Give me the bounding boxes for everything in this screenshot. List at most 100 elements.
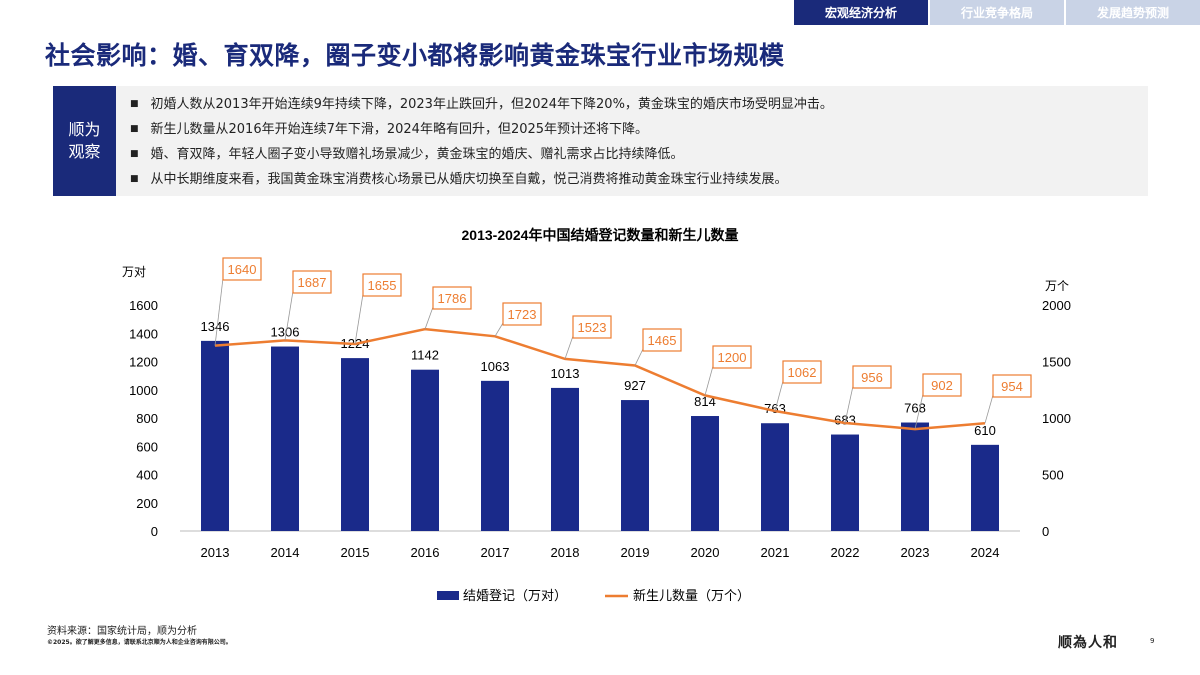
bullet: 新生儿数量从2016年开始连续7年下滑，2024年略有回升，但2025年预计还将… — [130, 117, 833, 142]
line-label: 1687 — [298, 275, 327, 290]
line-label-box — [922, 373, 962, 397]
line-label-box — [292, 270, 332, 294]
line-label: 954 — [1001, 379, 1023, 394]
chart-title: 2013-2024年中国结婚登记数量和新生儿数量 — [462, 227, 739, 243]
leader-line — [984, 394, 994, 424]
y-right-tick: 2000 — [1042, 298, 1071, 313]
tab-competition[interactable]: 行业竞争格局 — [930, 0, 1064, 25]
tab-macro[interactable]: 宏观经济分析 — [794, 0, 928, 25]
line-label-box — [852, 365, 892, 389]
x-tick: 2013 — [201, 545, 230, 560]
bullet: 初婚人数从2013年开始连续9年持续下降，2023年止跌回升，但2024年下降2… — [130, 92, 833, 117]
line-label-box — [712, 345, 752, 369]
tab-trend[interactable]: 发展趋势预测 — [1066, 0, 1200, 25]
logo: 顺為人和 — [1058, 635, 1118, 651]
y-left-tick: 1400 — [129, 326, 158, 341]
line-label-box — [222, 257, 262, 281]
y-left-tick: 0 — [151, 524, 158, 539]
leader-line — [494, 322, 504, 337]
legend-bar-label: 结婚登记（万对） — [463, 588, 567, 603]
leader-line — [704, 365, 714, 396]
bar — [411, 369, 439, 531]
line-label-box — [642, 328, 682, 352]
bar-label: 1346 — [201, 319, 230, 334]
y-left-tick: 800 — [136, 411, 158, 426]
line-label: 902 — [931, 378, 953, 393]
leader-line — [564, 335, 574, 360]
x-tick: 2017 — [481, 545, 510, 560]
legend-bar-swatch — [437, 591, 459, 600]
line-label-box — [572, 315, 612, 339]
bar-label: 1013 — [551, 366, 580, 381]
leader-line — [634, 348, 644, 366]
line-label-box — [782, 360, 822, 384]
bar — [761, 423, 789, 531]
bar — [621, 400, 649, 531]
x-tick: 2021 — [761, 545, 790, 560]
nav-tabs: 宏观经济分析 行业竞争格局 发展趋势预测 — [792, 0, 1200, 25]
bar — [341, 358, 369, 531]
line-label-box — [432, 286, 472, 310]
x-tick: 2018 — [551, 545, 580, 560]
bar — [551, 387, 579, 531]
line-label: 1723 — [508, 307, 537, 322]
leader-line — [844, 385, 854, 424]
bar — [201, 340, 229, 531]
bar — [481, 380, 509, 531]
line-label-box — [502, 302, 542, 326]
bar — [831, 434, 859, 531]
bar — [691, 416, 719, 531]
observation-label: 顺为观察 — [53, 86, 116, 196]
line-label: 1465 — [648, 333, 677, 348]
bar — [901, 422, 929, 531]
line-series — [214, 327, 986, 431]
right-axis-unit: 万个 — [1045, 279, 1069, 293]
x-tick: 2020 — [691, 545, 720, 560]
line-label: 1655 — [368, 278, 397, 293]
bullet: 婚、育双降，年轻人圈子变小导致赠礼场景减少，黄金珠宝的婚庆、赠礼需求占比持续降低… — [130, 142, 833, 167]
y-right-tick: 1000 — [1042, 411, 1071, 426]
line-label: 1062 — [788, 365, 817, 380]
line-label-box — [992, 374, 1032, 398]
y-right-tick: 1500 — [1042, 355, 1071, 370]
leader-line — [424, 306, 434, 330]
x-tick: 2014 — [271, 545, 300, 560]
left-axis-unit: 万对 — [122, 265, 146, 279]
observation-box: 顺为观察 初婚人数从2013年开始连续9年持续下降，2023年止跌回升，但202… — [53, 86, 1148, 196]
leader-line — [774, 380, 784, 412]
y-right-tick: 0 — [1042, 524, 1049, 539]
x-tick: 2016 — [411, 545, 440, 560]
x-tick: 2019 — [621, 545, 650, 560]
leader-line — [214, 277, 224, 346]
bar — [271, 346, 299, 531]
y-right-tick: 500 — [1042, 468, 1064, 483]
y-left-tick: 1000 — [129, 383, 158, 398]
line-label: 1640 — [228, 262, 257, 277]
bar-label: 683 — [834, 413, 856, 428]
leader-line — [354, 293, 364, 345]
line-label: 956 — [861, 370, 883, 385]
x-tick: 2024 — [971, 545, 1000, 560]
page-number: 9 — [1150, 637, 1155, 645]
y-left-tick: 400 — [136, 468, 158, 483]
y-left-tick: 200 — [136, 496, 158, 511]
legend-line-label: 新生儿数量（万个） — [633, 588, 750, 603]
bar-label: 1063 — [481, 359, 510, 374]
bar-label: 1306 — [271, 325, 300, 340]
line-label-box — [362, 273, 402, 297]
bar-label: 610 — [974, 423, 996, 438]
source-note: 资料来源：国家统计局，顺为分析 — [47, 626, 197, 637]
line-label: 1786 — [438, 291, 467, 306]
x-tick: 2023 — [901, 545, 930, 560]
y-left-tick: 1200 — [129, 355, 158, 370]
leader-line — [914, 393, 924, 430]
bar-label: 927 — [624, 378, 646, 393]
copyright: ©2025。欲了解更多信息，请联系北京顺为人和企业咨询有限公司。 — [47, 639, 232, 646]
bar-label: 1142 — [411, 348, 439, 363]
bar — [971, 444, 999, 531]
page-title: 社会影响：婚、育双降，圈子变小都将影响黄金珠宝行业市场规模 — [45, 41, 785, 70]
bar-label: 768 — [904, 401, 926, 416]
x-tick: 2015 — [341, 545, 370, 560]
y-left-tick: 600 — [136, 439, 158, 454]
